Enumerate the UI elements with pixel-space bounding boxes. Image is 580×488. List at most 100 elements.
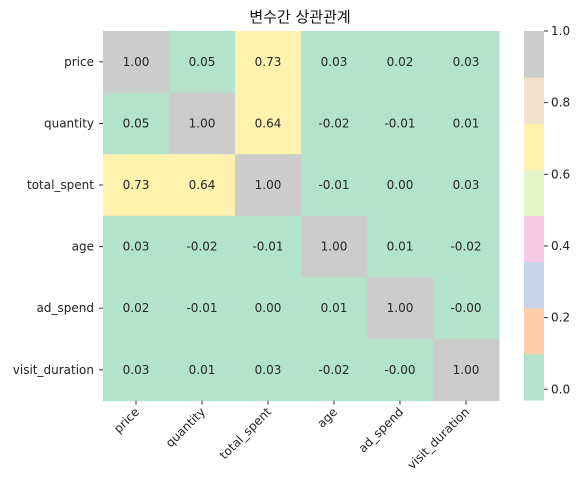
heatmap-cell-total_spent-ad_spend [367,154,434,217]
x-tick-label: ad_spend [356,405,407,456]
cell-value-label: 0.01 [387,240,414,254]
heatmap-cell-age-price [103,215,170,278]
colorbar-tick-label: 1.0 [551,24,570,38]
colorbar-segment [524,31,544,78]
heatmap-cell-visit_duration-quantity [169,339,236,402]
x-tick-label: age [314,405,340,431]
cell-value-label: 0.03 [255,363,282,377]
cell-value-label: 1.00 [255,178,282,192]
chart-title: 변수간 상관관계 [249,8,350,26]
heatmap-cell-age-quantity [169,215,236,278]
cell-value-label: -0.02 [186,240,217,254]
x-tick-label: quantity [163,405,208,450]
y-tick-label: ad_spend [37,301,94,315]
cell-value-label: -0.00 [450,301,481,315]
colorbar-segment [524,169,544,216]
cell-value-label: 0.03 [123,240,150,254]
heatmap-cell-quantity-age [301,92,368,155]
y-tick-label: quantity [44,116,94,130]
x-tick-label: price [111,405,142,436]
heatmap-cell-total_spent-quantity [169,154,236,217]
heatmap-cell-total_spent-age [301,154,368,217]
cell-value-label: 0.05 [189,55,216,69]
cell-value-label: 0.64 [255,116,282,130]
cell-value-label: -0.01 [186,301,217,315]
y-tick-label: visit_duration [13,363,94,377]
colorbar-segment [524,353,544,401]
cell-value-label: -0.01 [318,178,349,192]
heatmap-cell-price-ad_spend [367,31,434,94]
heatmap-cell-age-age [301,215,368,278]
colorbar-tick-label: 0.6 [551,167,570,181]
heatmap-cell-quantity-ad_spend [367,92,434,155]
heatmap-cell-ad_spend-quantity [169,277,236,340]
cell-value-label: 1.00 [387,301,414,315]
cell-value-label: -0.01 [252,240,283,254]
heatmap-cell-quantity-total_spent [235,92,302,155]
heatmap-cell-age-visit_duration [433,215,500,278]
cell-value-label: 0.02 [387,55,414,69]
heatmap-cells: 1.00 0.05 0.73 0.03 0.02 0.03 0.05 1.00 0.64 -0.0… [103,31,500,402]
heatmap-cell-quantity-price [103,92,170,155]
cell-value-label: 0.00 [255,301,282,315]
heatmap-cell-ad_spend-visit_duration [433,277,500,340]
cell-value-label: 0.64 [189,178,216,192]
heatmap-cell-price-total_spent [235,31,302,94]
cell-value-label: 1.00 [453,363,480,377]
cell-value-label: -0.00 [384,363,415,377]
heatmap-cell-price-age [301,31,368,94]
colorbar-segment [524,307,544,355]
cell-value-label: 0.03 [123,363,150,377]
heatmap-cell-total_spent-price [103,154,170,217]
heatmap-cell-ad_spend-total_spent [235,277,302,340]
heatmap-cell-visit_duration-ad_spend [367,339,434,402]
heatmap-cell-visit_duration-total_spent [235,339,302,402]
x-tick-labels: price quantity total_spent age ad_spendvisit… [111,400,472,472]
cell-value-label: 0.02 [123,301,150,315]
colorbar-segment [524,261,544,309]
colorbar-tick-label: 0.8 [551,96,570,110]
x-tick-label: visit_duration [405,405,472,472]
y-tick-label: price [64,55,94,69]
y-tick-label: total_spent [27,178,94,192]
colorbar-segment [524,123,544,170]
heatmap-cell-quantity-quantity [169,92,236,155]
cell-value-label: 0.03 [453,55,480,69]
heatmap-cell-quantity-visit_duration [433,92,500,155]
cell-value-label: -0.01 [384,116,415,130]
colorbar: 0.0 0.2 0.4 0.6 0.8 1.0 [524,24,570,401]
cell-value-label: 0.01 [189,363,216,377]
heatmap-cell-price-quantity [169,31,236,94]
heatmap-cell-visit_duration-price [103,339,170,402]
cell-value-label: 0.01 [321,301,348,315]
heatmap-cell-ad_spend-price [103,277,170,340]
heatmap-cell-total_spent-total_spent [235,154,302,217]
cell-value-label: 1.00 [321,240,348,254]
heatmap-cell-age-ad_spend [367,215,434,278]
cell-value-label: 0.01 [453,116,480,130]
x-tick-label: total_spent [217,405,274,462]
heatmap-cell-total_spent-visit_duration [433,154,500,217]
colorbar-segment [524,215,544,263]
cell-value-label: 0.73 [255,55,282,69]
colorbar-tick-label: 0.2 [551,311,570,325]
heatmap-cell-price-price [103,31,170,94]
cell-value-label: 0.03 [321,55,348,69]
cell-value-label: 1.00 [123,55,150,69]
heatmap-cell-ad_spend-age [301,277,368,340]
heatmap-cell-ad_spend-ad_spend [367,277,434,340]
cell-value-label: -0.02 [450,240,481,254]
cell-value-label: -0.02 [318,363,349,377]
cell-value-label: -0.02 [318,116,349,130]
colorbar-segment [524,77,544,124]
y-tick-label: age [72,240,94,254]
heatmap-cell-price-visit_duration [433,31,500,94]
cell-value-label: 1.00 [189,116,216,130]
colorbar-tick-label: 0.0 [551,382,570,396]
heatmap-cell-age-total_spent [235,215,302,278]
heatmap-cell-visit_duration-age [301,339,368,402]
cell-value-label: 0.03 [453,178,480,192]
cell-value-label: 0.00 [387,178,414,192]
